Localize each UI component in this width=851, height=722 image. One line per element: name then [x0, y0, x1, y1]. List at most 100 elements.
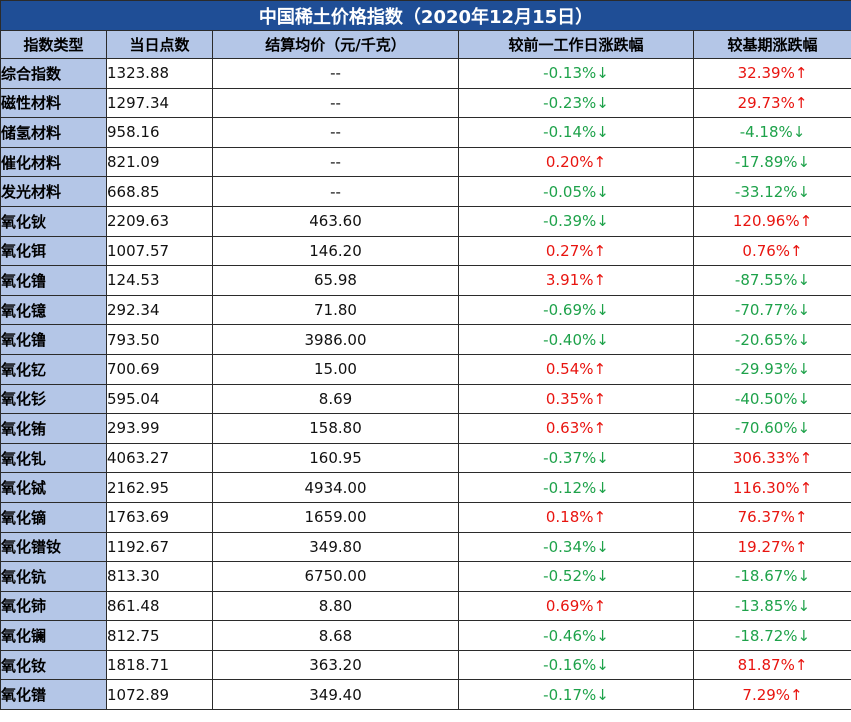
base-change-cell: 32.39%↑	[692, 58, 851, 89]
base-change-cell: 7.29%↑	[692, 679, 851, 711]
day-change-cell: 3.91%↑	[458, 265, 694, 296]
points-cell: 595.04	[106, 383, 213, 415]
table-row: 氧化铕 293.99 158.80 0.63%↑ -70.60%↓	[0, 413, 851, 444]
table-row: 氧化钐 595.04 8.69 0.35%↑ -40.50%↓	[0, 383, 851, 415]
base-change-cell: -40.50%↓	[692, 383, 851, 415]
points-cell: 812.75	[106, 620, 213, 651]
base-change-cell: -87.55%↓	[692, 265, 851, 296]
points-cell: 1007.57	[106, 235, 213, 267]
points-cell: 2162.95	[106, 472, 213, 503]
table-row: 氧化钬 2209.63 463.60 -0.39%↓ 120.96%↑	[0, 205, 851, 237]
column-header-base-change: 较基期涨跌幅	[692, 30, 851, 59]
day-change-cell: 0.35%↑	[458, 383, 694, 415]
points-cell: 293.99	[106, 413, 213, 444]
table-row: 综合指数 1323.88 -- -0.13%↓ 32.39%↑	[0, 58, 851, 89]
avg-price-cell: 8.80	[212, 590, 459, 622]
points-cell: 2209.63	[106, 205, 213, 237]
day-change-cell: -0.17%↓	[458, 679, 694, 711]
base-change-cell: -70.77%↓	[692, 294, 851, 326]
table-row: 氧化钇 700.69 15.00 0.54%↑ -29.93%↓	[0, 353, 851, 385]
avg-price-cell: 8.69	[212, 383, 459, 415]
points-cell: 1297.34	[106, 87, 213, 119]
day-change-cell: -0.46%↓	[458, 620, 694, 651]
points-cell: 861.48	[106, 590, 213, 622]
points-cell: 292.34	[106, 294, 213, 326]
points-cell: 1763.69	[106, 501, 213, 533]
avg-price-cell: 3986.00	[212, 324, 459, 355]
avg-price-cell: 349.80	[212, 531, 459, 563]
avg-price-cell: 1659.00	[212, 501, 459, 533]
index-name-cell: 氧化铈	[0, 590, 107, 622]
index-name-cell: 储氢材料	[0, 117, 107, 148]
base-change-cell: 0.76%↑	[692, 235, 851, 267]
day-change-cell: -0.40%↓	[458, 324, 694, 355]
base-change-cell: -33.12%↓	[692, 176, 851, 207]
base-change-cell: -13.85%↓	[692, 590, 851, 622]
points-cell: 1818.71	[106, 649, 213, 681]
table-row: 氧化镥 124.53 65.98 3.91%↑ -87.55%↓	[0, 265, 851, 296]
index-name-cell: 氧化镨	[0, 679, 107, 711]
points-cell: 1323.88	[106, 58, 213, 89]
index-name-cell: 氧化钕	[0, 649, 107, 681]
table-body: 综合指数 1323.88 -- -0.13%↓ 32.39%↑ 磁性材料 1297.34 --…	[0, 58, 851, 711]
table-row: 氧化镱 292.34 71.80 -0.69%↓ -70.77%↓	[0, 294, 851, 326]
avg-price-cell: 65.98	[212, 265, 459, 296]
index-name-cell: 氧化镱	[0, 294, 107, 326]
day-change-cell: 0.18%↑	[458, 501, 694, 533]
points-cell: 700.69	[106, 353, 213, 385]
index-name-cell: 氧化钬	[0, 205, 107, 237]
day-change-cell: -0.37%↓	[458, 442, 694, 474]
avg-price-cell: --	[212, 146, 459, 178]
avg-price-cell: --	[212, 87, 459, 119]
index-name-cell: 氧化镨钕	[0, 531, 107, 563]
index-name-cell: 氧化铕	[0, 413, 107, 444]
points-cell: 4063.27	[106, 442, 213, 474]
points-cell: 958.16	[106, 117, 213, 148]
day-change-cell: 0.63%↑	[458, 413, 694, 444]
index-name-cell: 磁性材料	[0, 87, 107, 119]
avg-price-cell: 15.00	[212, 353, 459, 385]
column-header-index-type: 指数类型	[0, 30, 107, 59]
day-change-cell: 0.69%↑	[458, 590, 694, 622]
base-change-cell: -4.18%↓	[692, 117, 851, 148]
table-row: 发光材料 668.85 -- -0.05%↓ -33.12%↓	[0, 176, 851, 207]
index-name-cell: 氧化镥	[0, 324, 107, 355]
table-row: 氧化镨钕 1192.67 349.80 -0.34%↓ 19.27%↑	[0, 531, 851, 563]
base-change-cell: 81.87%↑	[692, 649, 851, 681]
base-change-cell: 19.27%↑	[692, 531, 851, 563]
points-cell: 793.50	[106, 324, 213, 355]
day-change-cell: 0.54%↑	[458, 353, 694, 385]
avg-price-cell: --	[212, 176, 459, 207]
avg-price-cell: 160.95	[212, 442, 459, 474]
points-cell: 1192.67	[106, 531, 213, 563]
day-change-cell: -0.34%↓	[458, 531, 694, 563]
points-cell: 124.53	[106, 265, 213, 296]
table-row: 储氢材料 958.16 -- -0.14%↓ -4.18%↓	[0, 117, 851, 148]
index-name-cell: 氧化镧	[0, 620, 107, 651]
avg-price-cell: --	[212, 117, 459, 148]
base-change-cell: 306.33%↑	[692, 442, 851, 474]
table-row: 氧化钕 1818.71 363.20 -0.16%↓ 81.87%↑	[0, 649, 851, 681]
avg-price-cell: 8.68	[212, 620, 459, 651]
day-change-cell: -0.52%↓	[458, 561, 694, 592]
index-name-cell: 氧化钪	[0, 561, 107, 592]
index-name-cell: 氧化铽	[0, 472, 107, 503]
base-change-cell: 29.73%↑	[692, 87, 851, 119]
table-title: 中国稀土价格指数（2020年12月15日）	[0, 0, 851, 31]
base-change-cell: 120.96%↑	[692, 205, 851, 237]
column-header-avg-price: 结算均价（元/千克）	[212, 30, 459, 59]
base-change-cell: -70.60%↓	[692, 413, 851, 444]
base-change-cell: -20.65%↓	[692, 324, 851, 355]
day-change-cell: 0.27%↑	[458, 235, 694, 267]
index-name-cell: 氧化钐	[0, 383, 107, 415]
table-row: 氧化钆 4063.27 160.95 -0.37%↓ 306.33%↑	[0, 442, 851, 474]
day-change-cell: -0.69%↓	[458, 294, 694, 326]
column-header-day-change: 较前一工作日涨跌幅	[458, 30, 694, 59]
avg-price-cell: 4934.00	[212, 472, 459, 503]
index-name-cell: 氧化铒	[0, 235, 107, 267]
index-name-cell: 发光材料	[0, 176, 107, 207]
index-name-cell: 综合指数	[0, 58, 107, 89]
avg-price-cell: 349.40	[212, 679, 459, 711]
day-change-cell: -0.39%↓	[458, 205, 694, 237]
day-change-cell: -0.16%↓	[458, 649, 694, 681]
